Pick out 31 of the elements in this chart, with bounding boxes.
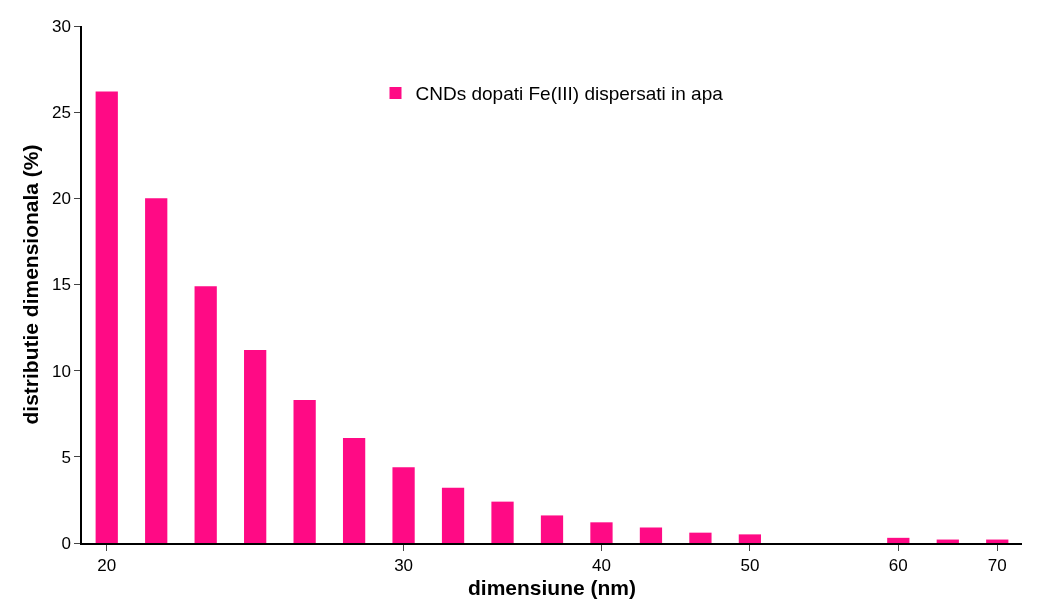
x-tick-label: 30 — [394, 556, 414, 576]
bar — [244, 349, 267, 543]
bar — [342, 437, 366, 543]
y-tick-label: 10 — [51, 361, 71, 381]
x-tick-label: 50 — [740, 556, 760, 576]
bar — [145, 198, 168, 543]
y-axis-title: distributie dimensionala (%) — [18, 144, 42, 425]
bar — [293, 399, 316, 543]
bar — [887, 537, 910, 543]
x-axis-title: dimensiune (nm) — [467, 575, 637, 599]
y-tick-label: 0 — [61, 533, 71, 553]
bar — [540, 515, 564, 543]
bar — [441, 487, 465, 543]
bar — [95, 91, 118, 543]
bar — [491, 501, 514, 543]
x-tick-label: 40 — [592, 556, 611, 576]
y-tick-label: 15 — [51, 275, 71, 295]
x-tick-label: 60 — [888, 556, 908, 576]
x-tick-label: 70 — [987, 556, 1007, 576]
bar — [738, 534, 762, 543]
y-tick-label: 25 — [51, 103, 71, 123]
y-tick-label: 30 — [51, 16, 71, 36]
x-tick-label: 20 — [97, 556, 117, 576]
bar — [689, 532, 712, 543]
bar — [639, 527, 663, 543]
bar — [392, 467, 415, 543]
y-tick-label: 5 — [61, 447, 71, 467]
y-tick-label: 20 — [51, 189, 71, 209]
bar — [194, 286, 217, 543]
legend-label: CNDs dopati Fe(III) dispersati in apa — [415, 83, 724, 105]
bar — [590, 522, 613, 543]
